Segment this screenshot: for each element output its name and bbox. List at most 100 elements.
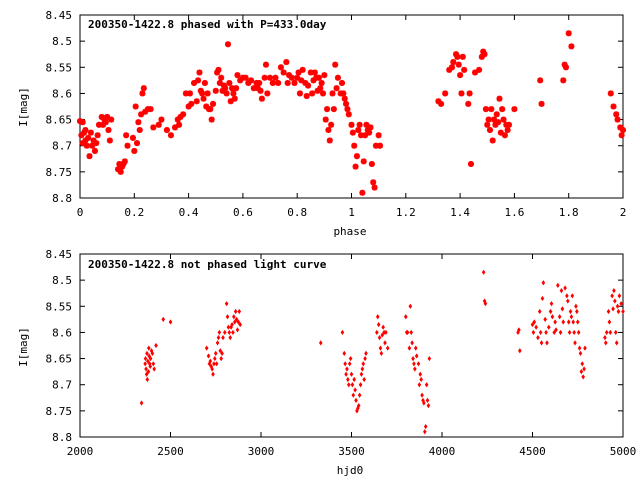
phased-y-tick-label: 8.55 (46, 61, 73, 74)
unphased-data-point (218, 348, 223, 354)
unphased-data-point (346, 376, 350, 383)
unphased-data-point (161, 316, 166, 322)
phased-data-point (187, 99, 196, 108)
unphased-data-point (411, 355, 415, 362)
unphased-data-point (482, 298, 487, 304)
unphased-data-point (613, 329, 618, 336)
unphased-data-point (232, 319, 237, 325)
unphased-data-point (147, 361, 152, 367)
unphased-data-point (546, 324, 551, 330)
phased-data-point (564, 29, 573, 38)
unphased-data-point (234, 316, 239, 322)
unphased-data-point (210, 366, 214, 372)
phased-data-point (619, 126, 627, 135)
unphased-data-point (384, 329, 388, 336)
unphased-data-point (344, 371, 348, 377)
phased-x-tick-label: 1 (348, 206, 355, 219)
unphased-data-point (565, 293, 569, 299)
phased-data-point (370, 183, 379, 192)
unphased-y-axis-label: I[mag] (17, 327, 30, 367)
phased-data-point (229, 89, 238, 98)
phased-data-point (247, 76, 256, 85)
unphased-data-point (537, 308, 542, 315)
unphased-plot-frame (79, 253, 624, 438)
phased-data-point (222, 89, 231, 98)
unphased-data-point (534, 324, 538, 330)
unphased-data-point (413, 366, 417, 372)
unphased-x-tick-label: 4500 (519, 445, 546, 458)
unphased-y-tick-label: 8.5 (52, 274, 72, 287)
phased-data-point (348, 128, 357, 137)
unphased-data-point (583, 345, 587, 351)
phased-data-point (287, 73, 296, 82)
phased-data-point (195, 68, 204, 77)
phased-data-point (466, 160, 475, 169)
phased-data-point (457, 89, 466, 98)
unphased-data-point (577, 345, 582, 351)
unphased-data-point (563, 285, 567, 291)
unphased-y-tick-label: 8.75 (46, 405, 73, 418)
unphased-data-point (363, 355, 367, 362)
phased-data-point (194, 76, 203, 85)
phased-x-tick-label: 0.2 (124, 206, 144, 219)
phased-data-point (192, 97, 201, 106)
unphased-data-point (342, 350, 347, 356)
unphased-data-point (352, 376, 357, 383)
phased-data-point (230, 94, 239, 103)
phased-data-point (241, 73, 250, 82)
unphased-data-point (530, 321, 535, 328)
unphased-data-point (145, 376, 150, 383)
unphased-data-point (412, 361, 416, 367)
unphased-data-point (612, 288, 616, 294)
phased-data-point (567, 42, 576, 51)
phased-data-point (350, 141, 359, 150)
unphased-data-point (421, 397, 425, 403)
phased-data-point (487, 105, 496, 114)
phased-x-tick-label: 2 (620, 206, 627, 219)
phased-data-point (617, 131, 626, 140)
phased-data-point (266, 73, 275, 82)
phased-data-point (480, 50, 489, 59)
unphased-data-point (227, 329, 232, 336)
phased-data-point (217, 73, 226, 82)
unphased-data-point (517, 327, 521, 333)
unphased-data-point (351, 392, 356, 398)
phased-data-point (494, 118, 503, 127)
phased-data-point (318, 89, 327, 98)
phased-x-tick-label: 1.8 (559, 206, 579, 219)
unphased-data-point (211, 371, 215, 377)
unphased-data-point (559, 288, 564, 294)
phased-data-point (449, 58, 458, 67)
phased-data-point (465, 89, 474, 98)
phased-data-point (339, 89, 348, 98)
unphased-data-point (549, 301, 554, 307)
unphased-data-point (427, 355, 432, 362)
unphased-data-point (541, 280, 546, 286)
phased-data-point (78, 118, 87, 127)
phased-data-point (453, 52, 462, 61)
unphased-data-point (531, 329, 536, 336)
unphased-data-point (554, 327, 558, 333)
unphased-x-tick-label: 3000 (248, 445, 275, 458)
phased-data-point (179, 110, 188, 119)
phased-data-point (340, 94, 349, 103)
unphased-data-point (212, 361, 216, 367)
phased-data-point (367, 160, 376, 169)
phased-data-point (221, 84, 230, 93)
unphased-data-point (230, 321, 234, 328)
unphased-data-point (481, 269, 486, 275)
phased-data-point (510, 105, 519, 114)
unphased-data-point (375, 314, 380, 320)
unphased-data-point (570, 293, 575, 299)
phased-data-point (101, 118, 110, 127)
unphased-data-point (148, 363, 153, 370)
phased-data-point (316, 84, 325, 93)
unphased-data-point (575, 319, 580, 325)
unphased-data-point (573, 340, 577, 346)
phased-data-point (225, 78, 234, 87)
phased-data-point (130, 146, 139, 155)
unphased-data-point (378, 345, 383, 351)
unphased-data-point (416, 361, 421, 367)
phased-data-point (282, 58, 291, 67)
phased-data-point (232, 84, 241, 93)
